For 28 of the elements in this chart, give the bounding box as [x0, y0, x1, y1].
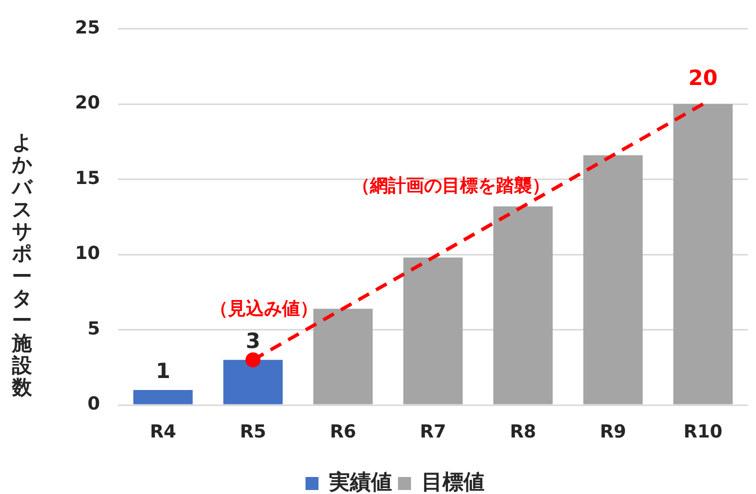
- y-tick-label: 15: [74, 168, 100, 189]
- x-tick-label: R5: [240, 421, 266, 442]
- bar: [133, 390, 193, 404]
- y-tick-label: 10: [74, 243, 100, 264]
- legend-label: 目標値: [422, 470, 484, 494]
- data-label: 20: [688, 66, 718, 90]
- annotation: （見込み値）: [210, 298, 318, 320]
- text: よかバスサポーター施設数: [12, 130, 32, 400]
- bar: [493, 206, 553, 404]
- data-label: 3: [246, 328, 260, 353]
- bar: [673, 104, 733, 404]
- bar: [403, 258, 463, 404]
- y-tick-label: 5: [87, 318, 100, 340]
- bar: [583, 155, 643, 404]
- x-tick-label: R9: [600, 421, 626, 442]
- annotation: （網計画の目標を踏襲）: [352, 176, 550, 197]
- x-tick-label: R4: [150, 421, 176, 442]
- x-tick-label: R8: [510, 421, 536, 442]
- x-tick-label: R10: [684, 421, 722, 442]
- legend-label: 実績値: [328, 470, 392, 494]
- y-tick-label: 25: [74, 17, 100, 38]
- data-label: 1: [156, 358, 170, 383]
- y-tick-label: 0: [87, 394, 100, 415]
- bar: [223, 360, 283, 404]
- bar: [313, 308, 373, 404]
- x-tick-label: R7: [420, 421, 446, 442]
- x-tick-label: R6: [330, 421, 356, 442]
- y-tick-label: 20: [74, 92, 100, 114]
